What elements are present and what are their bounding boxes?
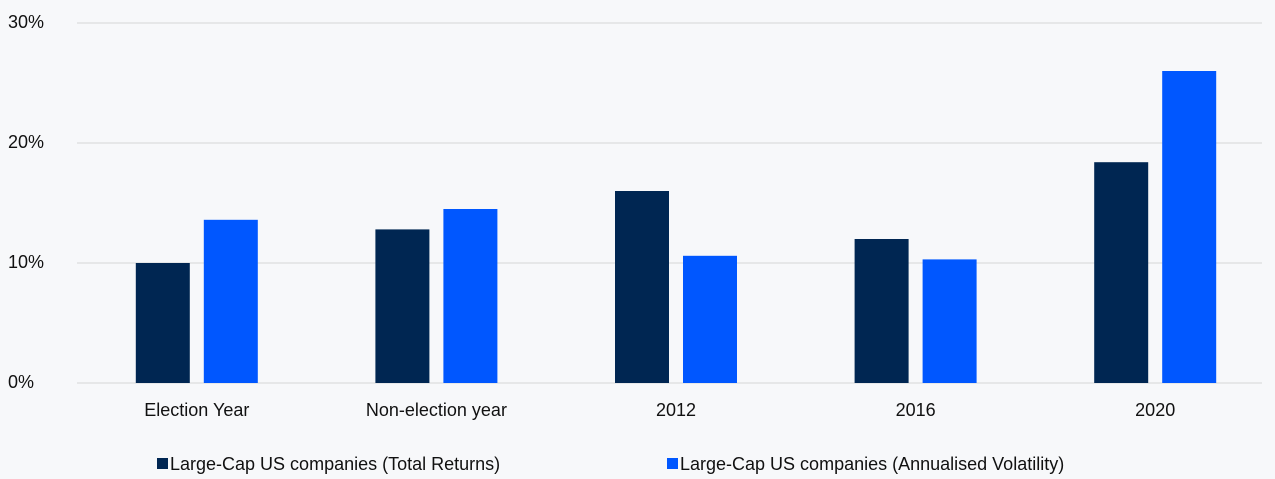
x-tick-label: Non-election year (366, 400, 507, 420)
legend-swatch (157, 458, 168, 469)
x-tick-label: Election Year (144, 400, 249, 420)
bar (615, 191, 669, 383)
y-tick-label: 20% (8, 132, 44, 152)
bar (203, 219, 258, 383)
bar (683, 255, 737, 383)
bar (1162, 71, 1217, 383)
bar (135, 263, 190, 383)
legend-swatch (667, 458, 678, 469)
legend-label: Large-Cap US companies (Total Returns) (170, 454, 500, 474)
y-tick-label: 10% (8, 252, 44, 272)
bar (443, 209, 498, 383)
bar (1094, 162, 1149, 383)
legend-label: Large-Cap US companies (Annualised Volat… (680, 454, 1064, 474)
x-tick-label: 2020 (1135, 400, 1175, 420)
bar (375, 229, 430, 383)
y-tick-label: 0% (8, 372, 34, 392)
bar (922, 259, 977, 383)
bar (854, 239, 909, 383)
x-tick-label: 2012 (656, 400, 696, 420)
x-tick-label: 2016 (896, 400, 936, 420)
y-tick-label: 30% (8, 12, 44, 32)
